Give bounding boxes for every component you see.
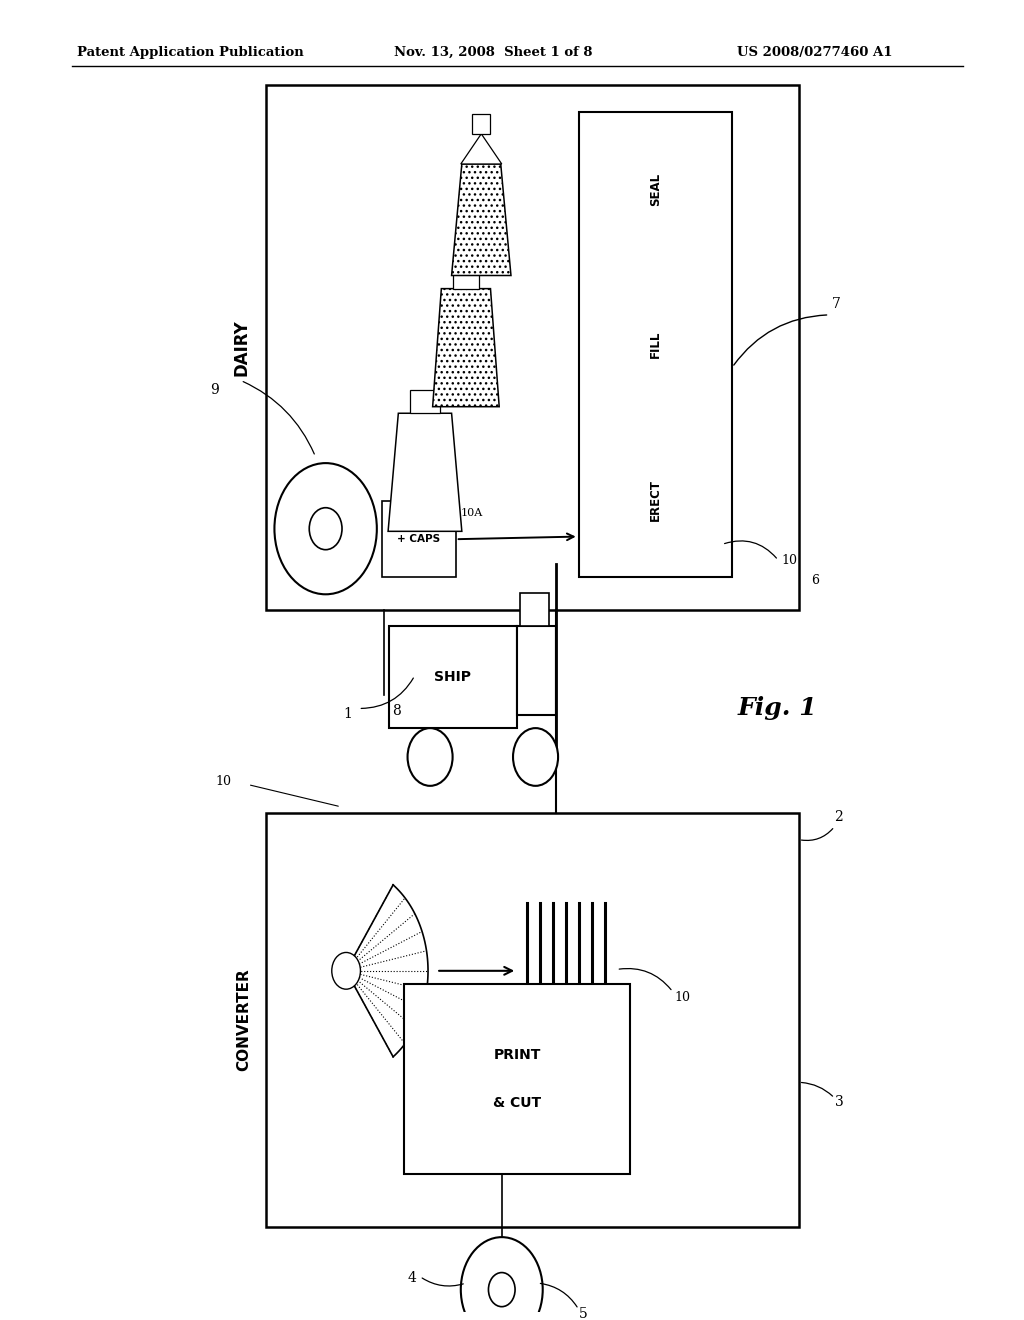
Bar xyxy=(266,813,799,1226)
Circle shape xyxy=(408,729,453,785)
Text: 6: 6 xyxy=(811,574,819,587)
Text: 3: 3 xyxy=(835,1096,844,1109)
Text: SHIP: SHIP xyxy=(434,671,471,684)
Text: 10: 10 xyxy=(781,554,798,568)
Circle shape xyxy=(309,508,342,549)
Text: SEAL: SEAL xyxy=(649,173,662,206)
Bar xyxy=(453,269,479,289)
Text: DAIRY: DAIRY xyxy=(232,319,251,376)
Text: FILL: FILL xyxy=(649,331,662,358)
Bar xyxy=(579,111,732,577)
Text: Patent Application Publication: Patent Application Publication xyxy=(77,46,303,59)
Text: 4: 4 xyxy=(408,1271,417,1284)
Bar xyxy=(389,626,517,729)
Text: ERECT: ERECT xyxy=(649,479,662,520)
Text: US 2008/0277460 A1: US 2008/0277460 A1 xyxy=(737,46,893,59)
Polygon shape xyxy=(461,133,502,164)
Text: 8: 8 xyxy=(392,704,401,718)
Bar xyxy=(517,626,556,715)
Text: 7: 7 xyxy=(831,297,841,312)
Bar xyxy=(410,389,440,413)
Circle shape xyxy=(513,729,558,785)
Polygon shape xyxy=(388,413,462,532)
Text: Nov. 13, 2008  Sheet 1 of 8: Nov. 13, 2008 Sheet 1 of 8 xyxy=(394,46,593,59)
Bar xyxy=(520,593,549,626)
Bar xyxy=(404,983,630,1175)
Polygon shape xyxy=(452,164,511,276)
Text: 10A: 10A xyxy=(461,508,483,517)
Polygon shape xyxy=(432,289,500,407)
Text: CONVERTER: CONVERTER xyxy=(236,969,251,1072)
Text: 9: 9 xyxy=(210,383,219,396)
Circle shape xyxy=(461,1237,543,1320)
Bar xyxy=(266,86,799,610)
Text: PRINT: PRINT xyxy=(494,1048,541,1063)
Text: 10: 10 xyxy=(675,991,691,1003)
Bar xyxy=(472,114,490,133)
Circle shape xyxy=(332,953,360,989)
Circle shape xyxy=(488,1272,515,1307)
Text: 1: 1 xyxy=(343,706,352,721)
Text: + CAPS: + CAPS xyxy=(397,535,440,544)
Text: Fig. 1: Fig. 1 xyxy=(737,696,817,719)
Text: 5: 5 xyxy=(579,1308,588,1320)
Bar xyxy=(382,502,456,577)
Text: 10: 10 xyxy=(215,775,231,788)
Text: & CUT: & CUT xyxy=(494,1096,541,1110)
Text: 2: 2 xyxy=(835,810,844,824)
Circle shape xyxy=(274,463,377,594)
